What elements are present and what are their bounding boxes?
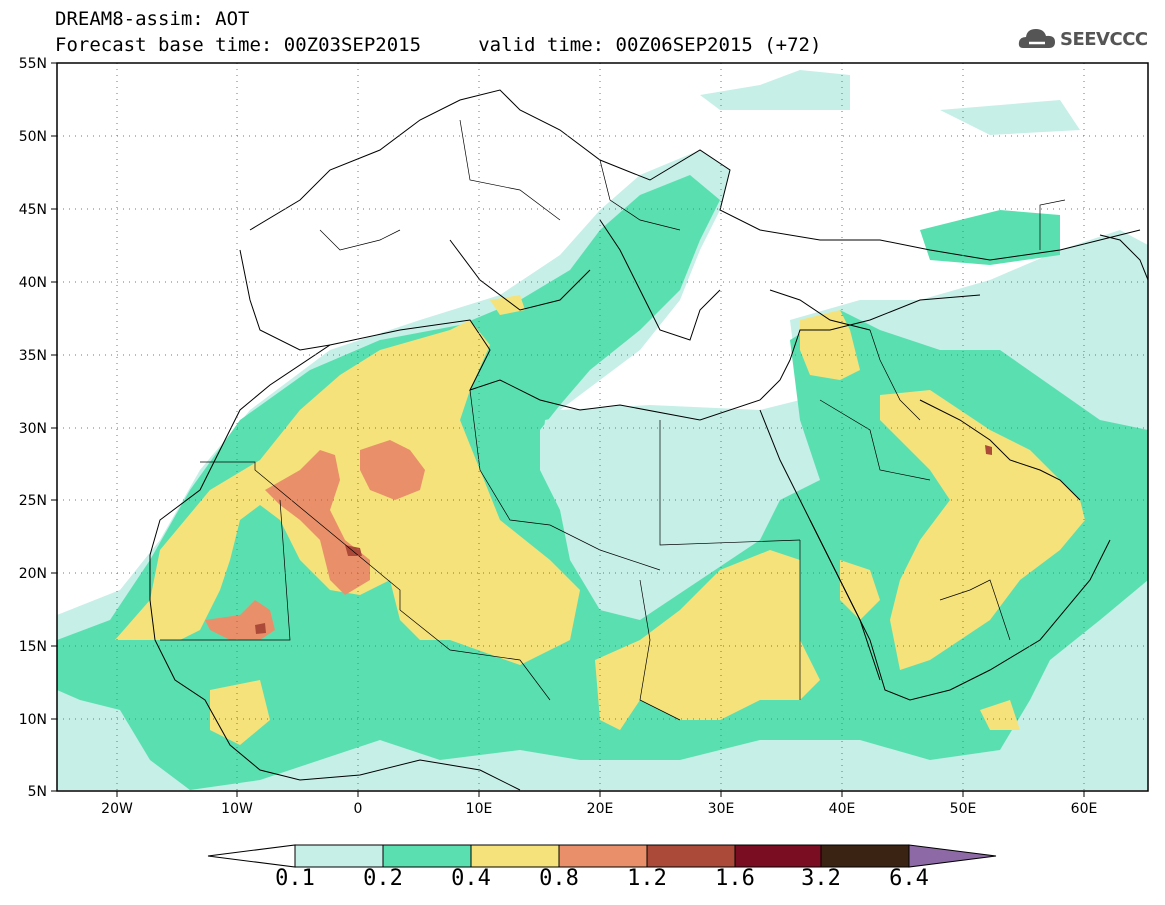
colorbar — [207, 844, 997, 868]
lat-tick-label: 25N — [19, 493, 47, 509]
colorbar-segment — [734, 844, 822, 868]
aot-band-0.4-0.8 — [115, 295, 1085, 745]
colorbar-label: 0.8 — [539, 866, 579, 891]
axis-ticks — [51, 62, 1085, 797]
chart-title: DREAM8-assim: AOT — [55, 8, 250, 30]
lat-tick-label: 40N — [19, 275, 47, 291]
lat-tick-label: 10N — [19, 712, 47, 728]
lat-tick-label: 45N — [19, 202, 47, 218]
colorbar-label: 3.2 — [801, 866, 841, 891]
lat-tick-label: 5N — [28, 784, 47, 800]
colorbar-segment — [558, 844, 648, 868]
lon-tick-label: 40E — [829, 801, 856, 817]
aot-band-0.1-0.2-interior — [540, 405, 800, 610]
lat-tick-label: 15N — [19, 639, 47, 655]
cloud-icon — [1018, 29, 1055, 48]
logo-text: SEEVCCC — [1060, 29, 1148, 50]
chart-subtitle: Forecast base time: 00Z03SEP2015 valid t… — [55, 34, 822, 56]
lat-tick-label: 35N — [19, 348, 47, 364]
lon-tick-label: 60E — [1071, 801, 1098, 817]
lat-tick-label: 20N — [19, 566, 47, 582]
lon-tick-label: 10W — [221, 801, 253, 817]
colorbar-label: 0.2 — [363, 866, 403, 891]
lon-tick-label: 10E — [466, 801, 493, 817]
map-grid — [57, 63, 1148, 791]
colorbar-segment — [820, 844, 910, 868]
lon-tick-label: 50E — [950, 801, 977, 817]
lon-tick-label: 20W — [101, 801, 133, 817]
colorbar-label: 1.6 — [715, 866, 755, 891]
lon-labels: 20W 10W 0 10E 20E 30E 40E 50E 60E — [101, 801, 1097, 817]
colorbar-right-arrow — [908, 844, 997, 868]
colorbar-segment — [646, 844, 736, 868]
lat-tick-label: 50N — [19, 129, 47, 145]
colorbar-label: 6.4 — [889, 866, 929, 891]
lat-tick-label: 30N — [19, 421, 47, 437]
seevccc-logo: SEEVCCC — [1017, 20, 1148, 56]
lon-tick-label: 0 — [354, 801, 363, 817]
colorbar-label: 0.4 — [451, 866, 491, 891]
colorbar-segment — [470, 844, 560, 868]
colorbar-label: 0.1 — [275, 866, 315, 891]
aot-band-0.8-1.2 — [205, 440, 425, 640]
colorbar-label: 1.2 — [627, 866, 667, 891]
aot-band-1.2-1.6 — [255, 445, 992, 634]
country-borders — [160, 119, 1066, 721]
colorbar-segment — [382, 844, 472, 868]
coastlines — [149, 89, 1148, 791]
colorbar-segment — [294, 844, 384, 868]
map-frame — [56, 62, 1149, 792]
lat-tick-label: 55N — [19, 56, 47, 72]
colorbar-left-arrow — [207, 844, 296, 868]
lon-tick-label: 30E — [708, 801, 735, 817]
lon-tick-label: 20E — [587, 801, 614, 817]
lat-labels: 55N 50N 45N 40N 35N 30N 25N 20N 15N 10N … — [19, 56, 47, 800]
